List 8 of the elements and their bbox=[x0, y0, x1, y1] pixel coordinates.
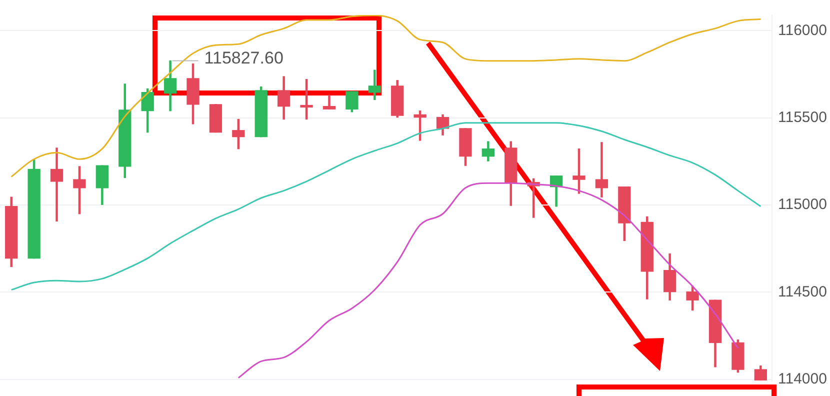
y-tick-label: 114000 bbox=[778, 370, 827, 388]
y-tick-label: 116000 bbox=[778, 22, 827, 39]
y-tick-label: 115000 bbox=[778, 196, 827, 214]
y-tick-label: 115500 bbox=[778, 108, 827, 126]
y-tick-label: 114500 bbox=[778, 283, 827, 300]
annotation: 115827.60 bbox=[204, 48, 284, 68]
line-series bbox=[10, 15, 762, 178]
candlestick bbox=[595, 142, 608, 198]
